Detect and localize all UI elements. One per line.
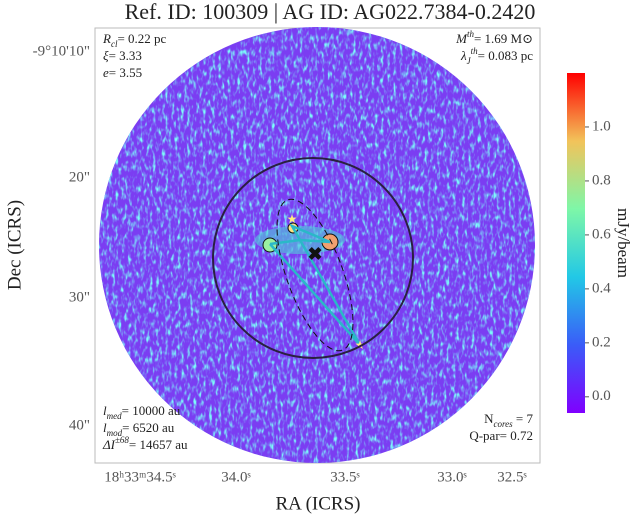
annotation-part: = 10000 au	[122, 403, 181, 418]
x-tick-label: 33.5ˢ	[330, 469, 359, 485]
annotation-part: = 6520 au	[122, 420, 175, 435]
annotation-part: ξ	[103, 48, 109, 63]
annotation-part: R	[102, 31, 111, 46]
colorbar-tick-label: 0.2	[592, 334, 611, 350]
annotation-part: = 0.22 pc	[117, 31, 166, 46]
x-tick-label: 32.5ˢ	[497, 469, 526, 485]
colorbar-tick-label: 0.6	[592, 226, 611, 242]
annotation-part: N	[484, 411, 494, 426]
annotation-part: l	[103, 403, 107, 418]
annotation-part: λ	[460, 48, 467, 63]
colorbar-tick-label: 0.0	[592, 388, 611, 404]
annotation-part: cores	[493, 419, 513, 429]
colorbar	[567, 73, 585, 413]
annotation: Q-par= 0.72	[469, 428, 533, 443]
svg-text:★: ★	[355, 338, 366, 352]
annotation-part: = 3.55	[109, 65, 142, 80]
annotation-part: e	[103, 65, 109, 80]
y-tick-label: 40"	[69, 417, 90, 433]
annotation: lmod= 6520 au	[103, 420, 175, 438]
annotation: ξ= 3.33	[103, 48, 142, 63]
annotation: Mth= 1.69 M⊙	[455, 29, 533, 46]
annotation-part: l	[103, 420, 107, 435]
x-tick-label: 33.0ˢ	[437, 469, 466, 485]
annotation: lmed= 10000 au	[103, 403, 181, 421]
annotation-part: J	[467, 56, 472, 66]
annotation-part: th	[471, 46, 479, 56]
svg-text:★: ★	[287, 212, 298, 226]
aperture	[212, 157, 414, 359]
y-tick-label: -9°10'10"	[33, 43, 90, 59]
annotation: λJth= 0.083 pc	[460, 46, 533, 66]
source: ✖ ★ ★	[255, 198, 366, 352]
x-axis-label: RA (ICRS)	[276, 493, 361, 514]
x-tick-label: 18ʰ33ᵐ34.5ˢ	[104, 469, 176, 485]
annotation-part: ±68	[115, 435, 129, 445]
chart-title: Ref. ID: 100309 | AG ID: AG022.7384-0.24…	[125, 0, 536, 24]
annotation: e= 3.55	[103, 65, 142, 80]
annotation-part: mod	[107, 428, 123, 438]
annotation-part: = 7	[513, 411, 534, 426]
annotation-part: M	[455, 31, 468, 46]
annotation-part: cl	[111, 39, 118, 49]
colorbar-tick-label: 0.4	[592, 280, 611, 296]
annotation: Rcl= 0.22 pc	[102, 31, 167, 49]
annotation-part: med	[107, 411, 122, 421]
annotation-part: th	[467, 29, 475, 39]
annotation-part: Q-par= 0.72	[469, 428, 533, 443]
x-tick-label: 34.0ˢ	[221, 469, 250, 485]
colorbar-tick-label: 1.0	[592, 118, 611, 134]
colorbar-label: mJy/beam	[614, 208, 633, 278]
annotation-part: = 1.69 M⊙	[474, 31, 533, 46]
svg-text:✖: ✖	[307, 244, 322, 264]
annotation-part: = 3.33	[109, 48, 142, 63]
annotation: ΔI±68= 14657 au	[102, 435, 188, 452]
colorbar-tick-label: 0.8	[592, 172, 611, 188]
y-tick-label: 30"	[69, 289, 90, 305]
annotation-part: ΔI	[102, 437, 116, 452]
annotation-part: = 0.083 pc	[478, 48, 534, 63]
annotation-part: = 14657 au	[129, 437, 188, 452]
annotation: Ncores = 7	[484, 411, 533, 429]
y-axis-label: Dec (ICRS)	[4, 200, 25, 290]
y-tick-label: 20"	[69, 169, 90, 185]
